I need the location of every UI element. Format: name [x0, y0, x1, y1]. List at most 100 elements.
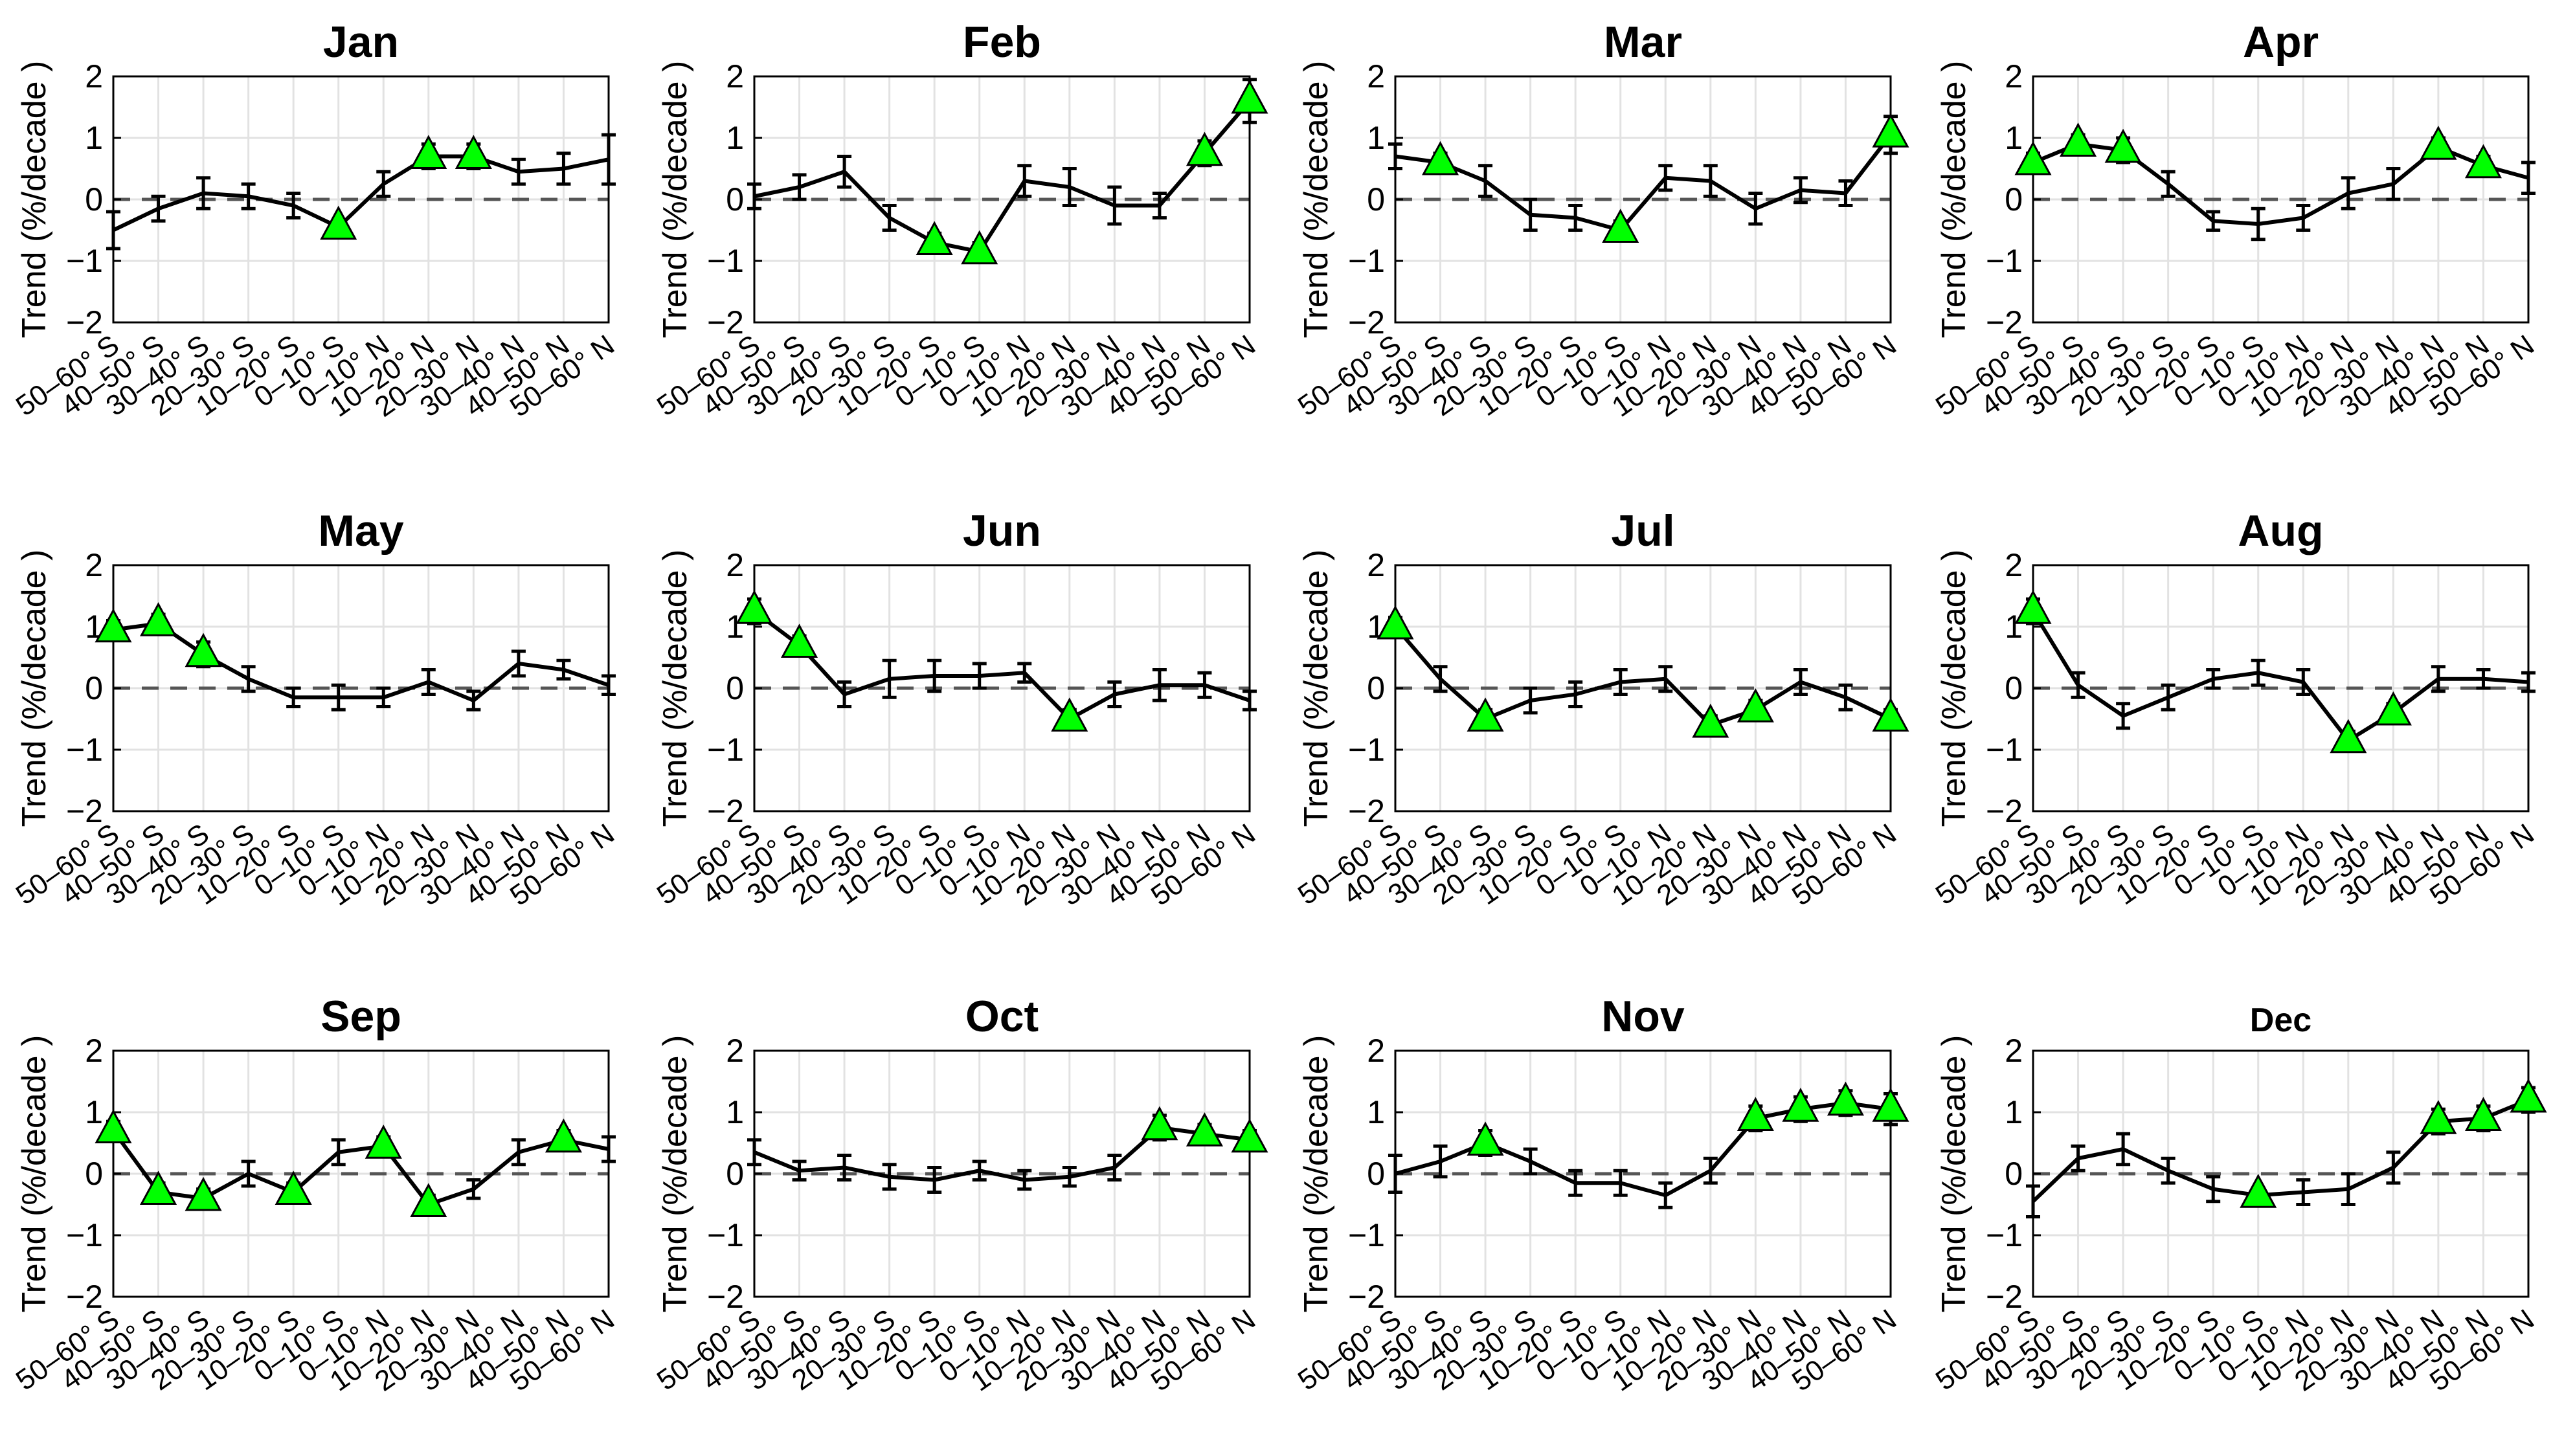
error-bar: [2251, 207, 2266, 241]
significant-marker: [1872, 113, 1909, 148]
significant-marker: [2510, 1078, 2547, 1113]
y-tick-label: 1: [2005, 120, 2023, 156]
error-bar: [2071, 1144, 2086, 1172]
error-bar: [2521, 671, 2536, 693]
y-axis-label: Trend (%/decade ): [1298, 61, 1335, 339]
trend-line: [1393, 625, 1892, 727]
y-tick-label: −1: [66, 1217, 103, 1253]
error-bar: [602, 1135, 616, 1163]
error-bar: [1017, 164, 1032, 198]
y-tick-label: −2: [66, 1279, 103, 1315]
error-bar: [421, 668, 436, 696]
error-bar: [2116, 702, 2131, 730]
error-bar: [882, 1163, 897, 1191]
error-bar: [2476, 668, 2491, 690]
error-bar: [1107, 185, 1122, 226]
grid: [2032, 75, 2530, 324]
y-tick-label: 0: [726, 670, 744, 706]
error-bar: [972, 662, 987, 690]
error-bar: [2296, 1178, 2311, 1206]
y-axis-label: Trend (%/decade ): [657, 1035, 694, 1313]
y-tick-label: −1: [1348, 1217, 1385, 1253]
error-bar: [792, 1159, 807, 1182]
panel-title: Feb: [963, 17, 1041, 67]
error-bar: [1703, 1156, 1718, 1185]
error-bar: [511, 649, 526, 678]
error-bar: [602, 674, 616, 696]
significant-marker: [545, 1118, 582, 1153]
error-bar: [2341, 1172, 2356, 1206]
significant-marker: [185, 633, 222, 667]
y-tick-label: −1: [1986, 732, 2023, 768]
grid: [753, 75, 1251, 324]
significant-marker: [1231, 79, 1268, 114]
y-tick-label: 2: [85, 1033, 103, 1069]
significant-marker: [2374, 691, 2412, 726]
y-tick-label: 2: [1367, 547, 1385, 583]
y-axis-label: Trend (%/decade ): [657, 61, 694, 339]
y-tick-label: 0: [2005, 1156, 2023, 1192]
error-bar: [241, 665, 256, 693]
significant-marker: [2104, 128, 2142, 163]
error-bar: [2206, 668, 2221, 690]
significant-marker: [320, 205, 357, 240]
y-tick-label: −1: [1348, 243, 1385, 279]
error-bar: [466, 1178, 481, 1200]
significant-marker: [410, 1183, 447, 1217]
y-tick-label: −2: [1986, 793, 2023, 829]
significant-marker: [140, 602, 177, 636]
y-tick-label: 0: [1367, 670, 1385, 706]
error-bar: [331, 683, 346, 711]
error-bar: [792, 173, 807, 201]
error-bar: [927, 1166, 942, 1194]
trend-line: [754, 100, 1252, 254]
y-axis-label: Trend (%/decade ): [1298, 1035, 1335, 1313]
significant-marker: [916, 221, 953, 255]
error-bar: [1703, 164, 1718, 198]
error-bar: [1568, 680, 1583, 708]
panel-title: Jul: [1611, 506, 1674, 555]
significant-marker: [2464, 144, 2502, 179]
significant-marker: [365, 1125, 402, 1159]
y-tick-label: −2: [66, 793, 103, 829]
error-bar: [837, 680, 852, 708]
grid: [112, 1049, 610, 1298]
significant-marker: [1377, 605, 1414, 640]
error-bar: [196, 176, 211, 210]
significant-marker: [781, 623, 818, 658]
y-tick-label: −1: [707, 243, 744, 279]
significant-marker: [1467, 697, 1504, 732]
error-bar: [1478, 164, 1493, 198]
significant-marker: [1782, 1088, 1819, 1122]
error-bar: [241, 1159, 256, 1188]
error-bar: [837, 155, 852, 189]
y-tick-label: 0: [1367, 181, 1385, 218]
error-bar: [1748, 192, 1763, 226]
significant-marker: [95, 608, 132, 643]
y-tick-label: 1: [1367, 120, 1385, 156]
y-tick-label: 0: [85, 670, 103, 706]
error-bar: [2161, 170, 2176, 198]
error-bar: [1062, 1166, 1077, 1188]
y-tick-label: −2: [66, 304, 103, 341]
error-bar: [511, 157, 526, 186]
error-bar: [2296, 668, 2311, 696]
error-bar: [2521, 161, 2536, 195]
significant-marker: [1186, 131, 1223, 166]
significant-marker: [2240, 1174, 2277, 1208]
grid: [1394, 1049, 1892, 1298]
trend-line: [112, 154, 609, 232]
y-tick-label: −1: [707, 732, 744, 768]
y-tick-label: 2: [726, 547, 744, 583]
error-bar: [2251, 658, 2266, 687]
grid: [1394, 75, 1892, 324]
trend-line: [2031, 1098, 2530, 1203]
trend-line: [2031, 610, 2529, 743]
